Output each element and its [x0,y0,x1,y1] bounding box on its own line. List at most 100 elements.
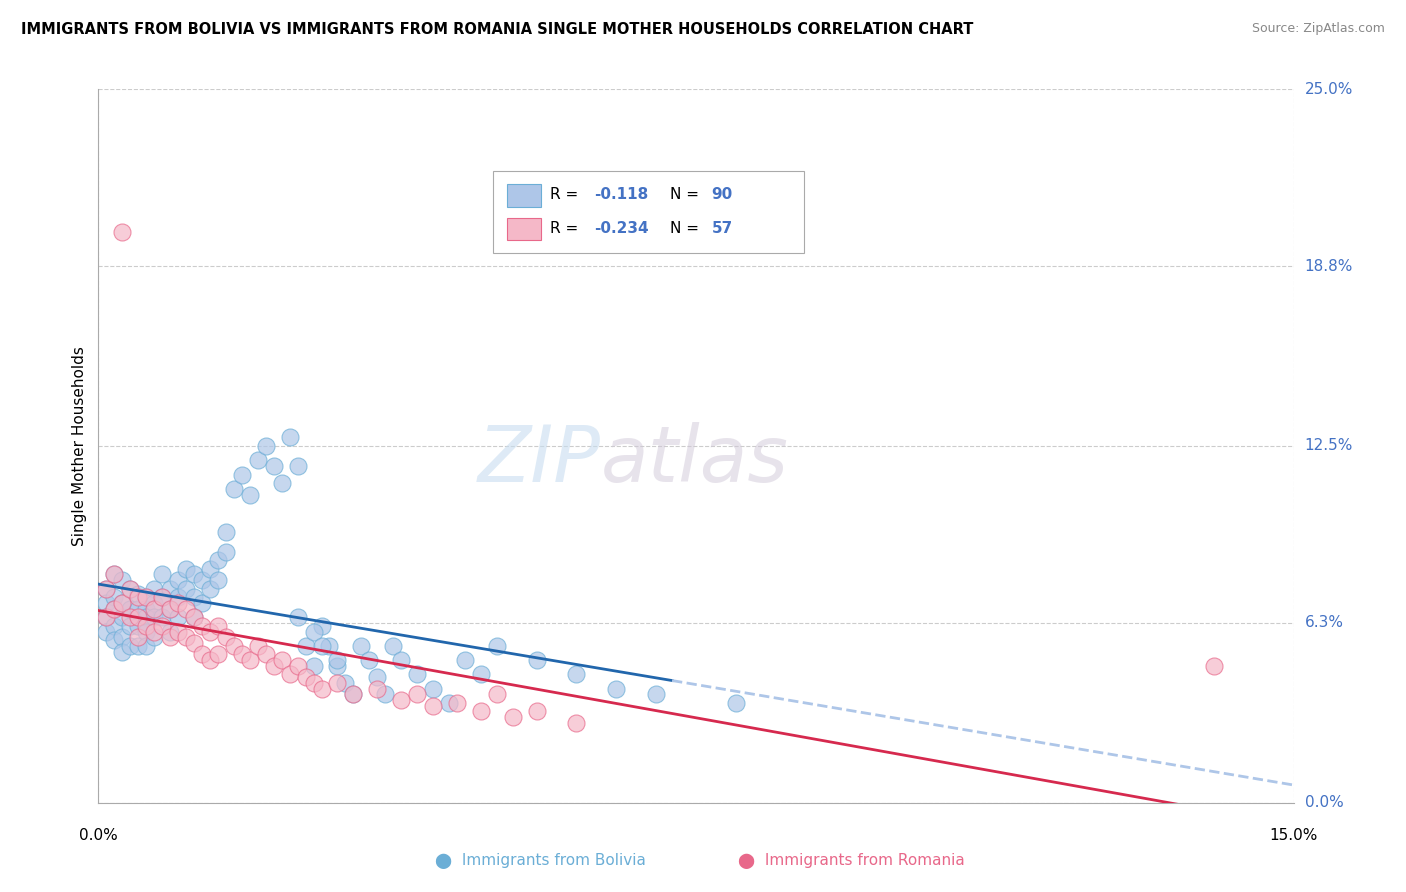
Point [278,667,301,681]
Point [502,710,524,724]
Text: 12.5%: 12.5% [1305,439,1353,453]
Text: 15.0%: 15.0% [1270,828,1317,843]
Point [191,596,214,610]
Point [183,636,205,650]
Point [565,715,588,730]
Point [294,670,316,684]
Point [159,601,181,615]
Point [111,630,134,644]
Text: R =: R = [550,187,583,202]
Text: 0.0%: 0.0% [79,828,118,843]
Text: 25.0%: 25.0% [1305,82,1353,96]
Point [96,610,118,624]
Point [302,676,325,690]
Text: -0.118: -0.118 [595,187,648,202]
Point [167,624,190,639]
Point [120,639,142,653]
Point [120,619,142,633]
Point [198,582,221,596]
Text: N =: N = [669,221,703,235]
Text: 0.0%: 0.0% [1305,796,1343,810]
Point [215,524,238,539]
Point [198,624,221,639]
Point [96,624,118,639]
Point [342,687,364,701]
Point [135,639,157,653]
Point [135,591,157,605]
Text: ⬤  Immigrants from Romania: ⬤ Immigrants from Romania [738,853,965,869]
Point [111,596,134,610]
Point [127,591,149,605]
Point [183,567,205,582]
Point [111,573,134,587]
Point [143,624,166,639]
Point [389,653,412,667]
Point [287,458,309,473]
Point [150,591,173,605]
Point [111,225,134,239]
Point [287,658,309,673]
Point [167,573,190,587]
Point [103,601,125,615]
Bar [508,184,541,207]
Point [120,610,142,624]
Point [485,687,508,701]
Point [222,639,245,653]
Point [135,624,157,639]
Point [111,596,134,610]
Point [183,591,205,605]
Point [326,653,349,667]
Point [135,601,157,615]
Point [239,653,262,667]
Point [215,630,238,644]
Text: IMMIGRANTS FROM BOLIVIA VS IMMIGRANTS FROM ROMANIA SINGLE MOTHER HOUSEHOLDS CORR: IMMIGRANTS FROM BOLIVIA VS IMMIGRANTS FR… [21,22,973,37]
Point [406,667,429,681]
Point [359,653,381,667]
Point [326,676,349,690]
Point [167,591,190,605]
Point [207,619,229,633]
Point [120,601,142,615]
Point [207,553,229,567]
Point [150,610,173,624]
Point [270,653,292,667]
Point [350,639,373,653]
Point [724,696,747,710]
Point [127,619,149,633]
Point [318,639,340,653]
Point [103,619,125,633]
Point [174,562,197,576]
Point [111,644,134,658]
Point [1202,658,1225,673]
Point [207,648,229,662]
Point [159,624,181,639]
Point [127,639,149,653]
Point [191,573,214,587]
Point [605,681,627,696]
Text: 90: 90 [711,187,733,202]
Point [159,630,181,644]
Point [96,582,118,596]
Point [127,610,149,624]
Point [174,582,197,596]
Point [239,487,262,501]
Point [246,639,269,653]
Text: 57: 57 [711,221,733,235]
Point [222,482,245,496]
Point [366,681,388,696]
Point [103,567,125,582]
Point [422,698,444,713]
Point [198,653,221,667]
Point [167,610,190,624]
Point [143,601,166,615]
Point [150,591,173,605]
Point [191,648,214,662]
Bar [508,218,541,241]
Point [143,596,166,610]
Point [422,681,444,696]
Point [150,619,173,633]
Point [326,658,349,673]
Point [311,639,333,653]
Point [526,653,548,667]
Point [311,681,333,696]
